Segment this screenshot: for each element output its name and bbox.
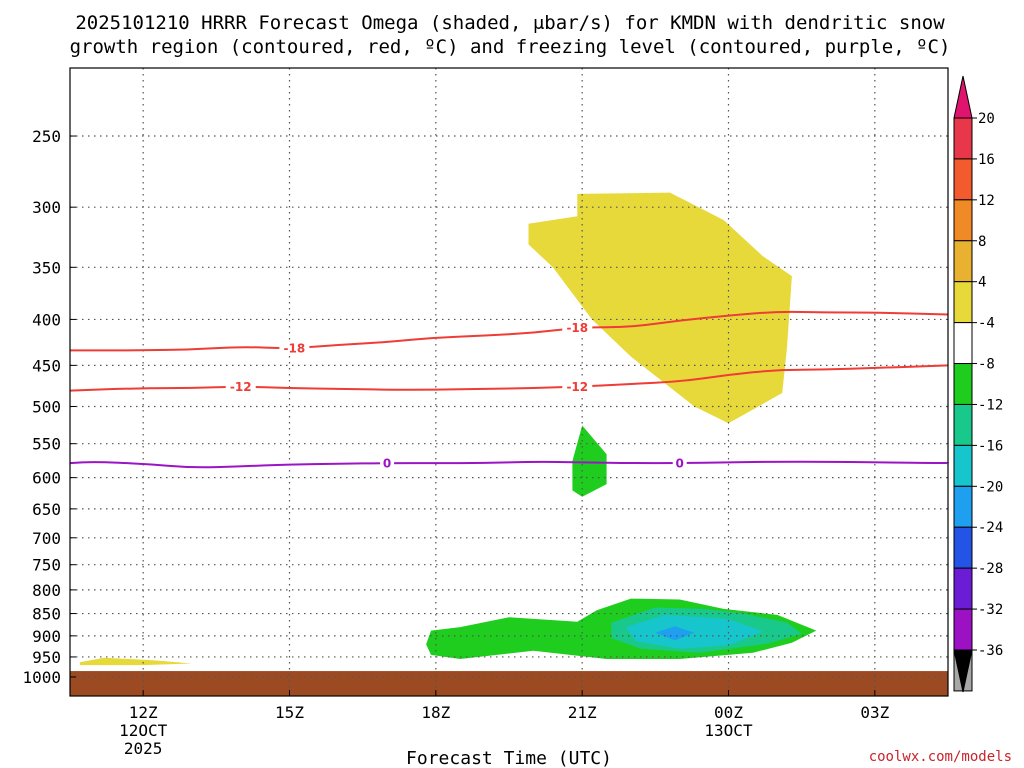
y-tick-label-500: 500: [32, 397, 61, 416]
colorbar-label--28: -28: [978, 561, 1003, 577]
x-tick-label-15Z: 15Z: [275, 703, 304, 722]
chart-title-line-2: growth region (contoured, red, ºC) and f…: [70, 36, 951, 58]
colorbar: 20 16 12 8 4 -4 -8 -12 -16 -20 -24 -28 -32 -36: [953, 75, 1003, 693]
colorbar-swatch-10: [953, 526, 973, 569]
y-tick-label-400: 400: [32, 310, 61, 329]
y-tick-label-550: 550: [32, 435, 61, 454]
contour-label--12-0: -12: [230, 380, 252, 394]
contour-label-bg--18-1: [562, 320, 593, 335]
shaded-region-omega-pos-4-8-lower: [79, 657, 192, 666]
contour-label-bg-0-0: [380, 456, 395, 471]
colorbar-label-8: 8: [978, 234, 986, 250]
shaded-region-omega-neg-12-16: [626, 614, 763, 649]
y-tick-label-300: 300: [32, 198, 61, 217]
contour-label-bg--12-0: [225, 379, 256, 394]
colorbar-label--12: -12: [978, 397, 1003, 413]
colorbar-swatch-3: [953, 240, 973, 283]
shaded-region-omega-neg-16-20: [655, 626, 695, 641]
y-tick-label-600: 600: [32, 469, 61, 488]
colorbar-label--24: -24: [978, 520, 1003, 536]
shaded-region-omega-pos-4-8-upper: [528, 192, 792, 424]
plot-frame: [69, 67, 949, 697]
colorbar-label--32: -32: [978, 602, 1003, 618]
chart-title-line-1: 2025101210 HRRR Forecast Omega (shaded, …: [75, 12, 945, 34]
x-tick-sublabel-2025: 2025: [124, 739, 163, 758]
x-tick-label-03Z: 03Z: [860, 703, 889, 722]
contour-line--18: [70, 310, 949, 352]
colorbar-swatch-6: [953, 363, 973, 405]
credit-text: coolwx.com/models: [869, 749, 1012, 765]
contour-label--12-1: -12: [566, 380, 588, 394]
contour-label--18-1: -18: [566, 321, 588, 335]
colorbar-label-4: 4: [978, 275, 986, 291]
colorbar-swatch-5: [953, 322, 973, 365]
colorbar-label--4: -4: [978, 316, 995, 332]
colorbar-label--20: -20: [978, 479, 1003, 495]
colorbar-swatch-9: [953, 485, 973, 528]
contour-label-bg-0-1: [672, 456, 687, 471]
x-axis-title: Forecast Time (UTC): [406, 748, 612, 768]
shaded-region-omega-neg-4-8-mid: [572, 425, 607, 497]
contour-label-0-0: 0: [383, 457, 391, 471]
x-tick-label-00Z: 00Z: [714, 703, 743, 722]
contour-line-0: [69, 460, 949, 469]
x-tick-label-18Z: 18Z: [421, 703, 450, 722]
y-tick-label-1000: 1000: [22, 668, 61, 687]
y-tick-label-250: 250: [32, 127, 61, 146]
colorbar-top-arrow: [953, 75, 973, 119]
colorbar-label-20: 20: [978, 111, 995, 127]
y-tick-label-450: 450: [32, 356, 61, 375]
colorbar-label--16: -16: [978, 438, 1003, 454]
colorbar-label-16: 16: [978, 152, 995, 168]
x-tick-sublabel-13OCT: 13OCT: [704, 721, 753, 740]
y-tick-label-650: 650: [32, 500, 61, 519]
colorbar-swatch-1: [953, 158, 973, 201]
x-tick-label-12Z: 12Z: [129, 703, 158, 722]
colorbar-swatch-11: [953, 567, 973, 610]
colorbar-swatch-12: [953, 608, 973, 651]
colorbar-swatch-8: [953, 444, 973, 487]
colorbar-bottom-arrow: [953, 649, 973, 693]
contour-label-0-1: 0: [676, 457, 684, 471]
colorbar-swatch-4: [953, 281, 973, 324]
ground-fill: [70, 671, 948, 696]
y-tick-label-950: 950: [32, 648, 61, 667]
y-tick-label-700: 700: [32, 529, 61, 548]
colorbar-swatch-0: [953, 117, 973, 160]
colorbar-swatch-2: [953, 199, 973, 242]
y-tick-label-900: 900: [32, 627, 61, 646]
colorbar-label--36: -36: [978, 643, 1003, 659]
y-tick-label-850: 850: [32, 605, 61, 624]
contour-label-bg--12-1: [562, 379, 593, 394]
x-tick-label-21Z: 21Z: [568, 703, 597, 722]
x-tick-sublabel-12OCT: 12OCT: [119, 721, 168, 740]
contour-label-bg--18-0: [279, 341, 310, 356]
contour-line--12: [69, 364, 949, 392]
y-tick-label-350: 350: [32, 258, 61, 277]
colorbar-swatch-7: [953, 403, 973, 446]
colorbar-label--8: -8: [978, 357, 995, 373]
contour-label--18-0: -18: [284, 342, 306, 356]
colorbar-label-12: 12: [978, 193, 995, 209]
y-tick-label-800: 800: [32, 581, 61, 600]
y-tick-label-750: 750: [32, 556, 61, 575]
